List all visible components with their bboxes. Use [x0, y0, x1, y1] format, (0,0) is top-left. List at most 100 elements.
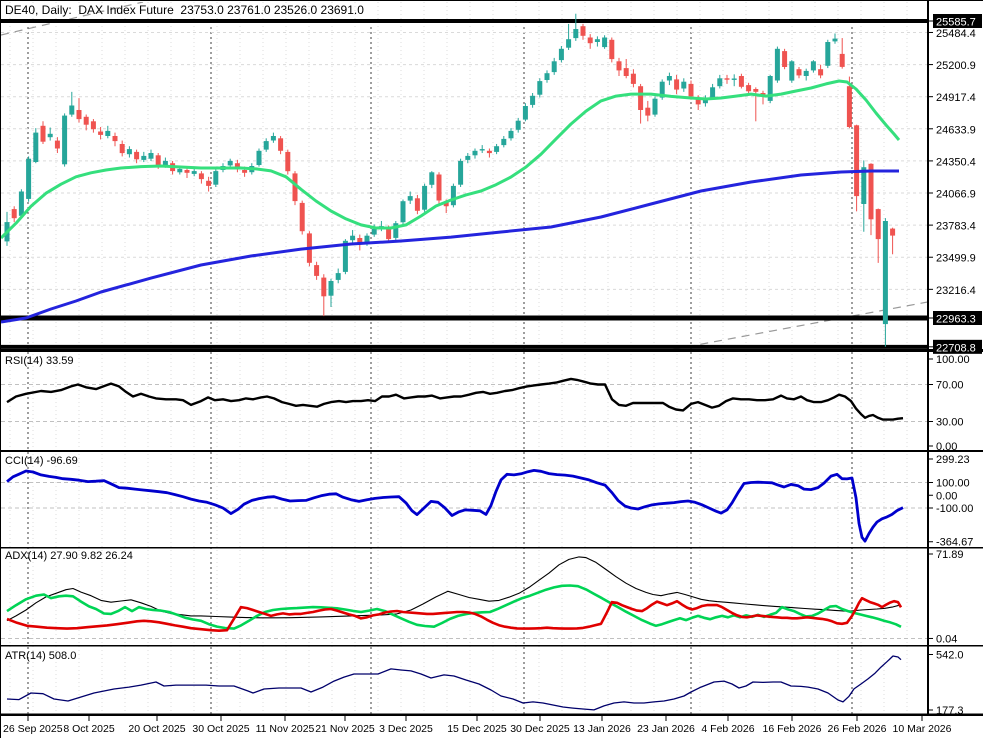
date-axis-label: 8 Oct 2025	[63, 723, 115, 735]
candle-body	[98, 131, 104, 135]
cci-axis[interactable]: 299.23 100.000.00-100.00 -364.67	[927, 454, 973, 549]
candle-body	[530, 95, 536, 105]
candle-body	[479, 149, 485, 151]
candle-body	[501, 138, 507, 146]
candle-body	[890, 228, 896, 236]
cci-axis-label: 299.23	[936, 454, 970, 466]
candle-body	[364, 235, 370, 243]
candle-body	[652, 98, 658, 115]
highlighted-price-badge	[933, 311, 982, 325]
candle-body	[386, 228, 392, 240]
cci-axis-label: 100.00	[936, 478, 970, 490]
candle-body	[18, 191, 24, 216]
candle-body	[854, 125, 860, 197]
panel-divider[interactable]	[1, 547, 983, 549]
candle-body	[882, 221, 888, 325]
rsi-axis-label: 30.00	[936, 417, 964, 429]
date-axis-label: 4 Feb 2026	[701, 723, 754, 735]
price-axis-label: 24633.9	[936, 124, 976, 136]
candle-body	[112, 136, 118, 142]
rsi-line	[6, 377, 904, 421]
grid-vertical	[9, 2, 908, 714]
candle-body	[450, 185, 456, 206]
candlestick-series	[4, 13, 896, 347]
candle-body	[342, 240, 348, 272]
candle-body	[789, 61, 795, 81]
adx-axis[interactable]: 71.89 0.04	[927, 549, 964, 645]
price-axis-label: 23216.4	[936, 285, 976, 297]
candle-body	[242, 170, 248, 173]
price-axis-label-highlighted: 25585.7	[936, 17, 976, 29]
candle-body	[328, 281, 334, 296]
date-axis-label: 11 Nov 2025	[256, 723, 315, 735]
panel-divider[interactable]	[1, 645, 983, 647]
candle-body	[414, 198, 420, 211]
candle-body	[566, 39, 572, 48]
candle-body	[184, 170, 190, 173]
candle-body	[846, 86, 852, 127]
date-axis-label: 15 Dec 2025	[447, 723, 507, 735]
ma-fast-line	[1, 79, 901, 240]
cci-panel[interactable]	[1, 468, 927, 543]
candle-body	[674, 79, 680, 90]
candle-body	[263, 141, 269, 150]
candle-body	[594, 39, 600, 42]
adx-panel[interactable]	[1, 556, 927, 639]
+di-line	[6, 584, 902, 630]
rsi-panel[interactable]	[1, 377, 927, 422]
candle-body	[458, 160, 464, 185]
date-axis-label: 3 Dec 2025	[379, 723, 433, 735]
candle-body	[544, 73, 550, 80]
price-axis-label: 23499.9	[936, 253, 976, 265]
time-axis[interactable]: 26 Sep 2025 8 Oct 2025 20 Oct 2025 30 Oct 2…	[3, 716, 952, 735]
candle-body	[292, 173, 298, 202]
candle-body	[522, 106, 528, 120]
candle-body	[630, 73, 636, 84]
date-axis-label: 26 Feb 2026	[828, 723, 887, 735]
panel-divider[interactable]	[1, 713, 983, 717]
cci-axis-label: -364.67	[936, 537, 973, 549]
-di-line	[6, 596, 903, 633]
panel-divider[interactable]	[1, 349, 983, 352]
candle-body	[134, 151, 140, 160]
candle-body	[738, 76, 744, 87]
price-axis-label: 25200.9	[936, 60, 976, 72]
candle-body	[659, 81, 665, 98]
candle-body	[717, 78, 723, 87]
trendline	[1, 2, 144, 36]
candle-body	[688, 83, 694, 97]
candle-body	[774, 48, 780, 81]
date-axis-label: 20 Oct 2025	[128, 723, 185, 735]
candle-body	[155, 155, 161, 167]
candle-body	[796, 69, 802, 76]
candle-body	[393, 223, 399, 238]
candle-body	[638, 86, 644, 110]
price-axis-label-highlighted: 22963.3	[936, 314, 976, 326]
candle-body	[494, 146, 500, 152]
price-axis-label: 25484.4	[936, 28, 976, 40]
candle-body	[350, 235, 356, 241]
panel-divider[interactable]	[1, 450, 983, 452]
price-axis-label: 24066.9	[936, 189, 976, 201]
candle-body	[198, 173, 204, 180]
candle-body	[429, 172, 435, 185]
main-price-panel[interactable]	[1, 2, 933, 352]
candle-body	[443, 201, 449, 207]
adx-axis-label: 0.04	[936, 633, 957, 645]
rsi-axis-label: 70.00	[936, 380, 964, 392]
atr-panel[interactable]	[6, 655, 902, 711]
candle-body	[407, 196, 413, 201]
date-axis-label: 30 Dec 2025	[510, 723, 570, 735]
candle-body	[422, 185, 428, 210]
candle-body	[681, 81, 687, 89]
date-axis-label: 23 Jan 2026	[637, 723, 695, 735]
candle-body	[645, 107, 651, 116]
candle-body	[141, 155, 147, 160]
adx-axis-label: 71.89	[936, 549, 964, 561]
candle-body	[537, 81, 543, 95]
candle-body	[710, 87, 716, 98]
